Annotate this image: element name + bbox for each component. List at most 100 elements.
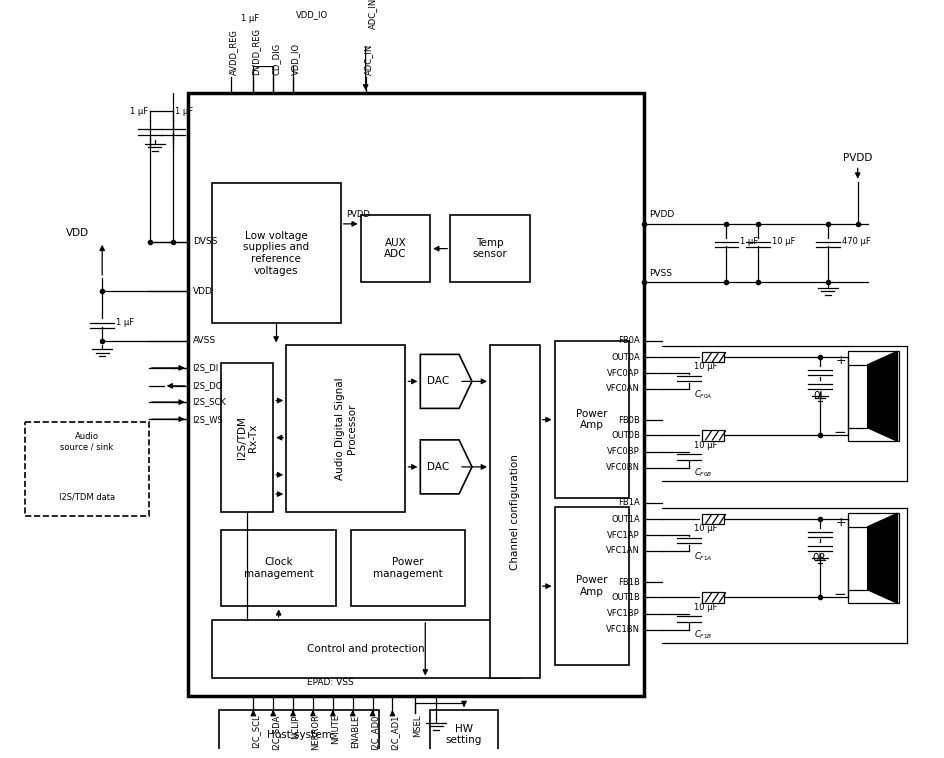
Text: +: +: [835, 515, 846, 529]
Text: I2S_DI: I2S_DI: [192, 363, 218, 372]
Text: I2C_SCL: I2C_SCL: [251, 714, 261, 748]
Text: I2S_DO: I2S_DO: [192, 381, 222, 390]
Text: 10 μF: 10 μF: [694, 525, 717, 534]
Bar: [848, 527, 868, 590]
Polygon shape: [420, 440, 472, 494]
Text: VDD_IO: VDD_IO: [296, 11, 329, 20]
Text: PVDD: PVDD: [346, 211, 370, 219]
Text: VFC0AP: VFC0AP: [607, 369, 640, 377]
Text: VFC1AN: VFC1AN: [606, 546, 640, 555]
Bar: [351, 530, 465, 606]
Text: −: −: [833, 424, 846, 440]
Text: FB1A: FB1A: [618, 499, 640, 507]
Text: VFC1BP: VFC1BP: [607, 609, 640, 618]
Text: I2S/TDM data: I2S/TDM data: [59, 492, 115, 501]
Text: Clock
management: Clock management: [244, 557, 313, 579]
Text: FB0B: FB0B: [618, 415, 640, 424]
Bar: [554, 507, 629, 665]
Text: OUT0B: OUT0B: [611, 431, 640, 440]
Text: $C_{F1A}$: $C_{F1A}$: [694, 550, 712, 562]
Bar: [188, 93, 644, 697]
Text: AUX
ADC: AUX ADC: [384, 238, 407, 259]
Bar: [701, 514, 723, 525]
Text: $C_{F0B}$: $C_{F0B}$: [694, 467, 713, 479]
Bar: [211, 183, 341, 323]
Bar: [848, 351, 900, 441]
Text: 470 μF: 470 μF: [842, 237, 870, 246]
Bar: [848, 513, 900, 603]
Text: NMUTE: NMUTE: [330, 714, 340, 744]
Text: $C_{F0A}$: $C_{F0A}$: [694, 388, 712, 401]
Bar: [701, 592, 723, 603]
Text: 1 μF: 1 μF: [175, 107, 193, 116]
Text: I2S_SCK: I2S_SCK: [192, 398, 226, 406]
Text: 1 μF: 1 μF: [116, 318, 134, 327]
Text: VFC1AP: VFC1AP: [607, 531, 640, 540]
Text: OUT1A: OUT1A: [612, 515, 640, 524]
Text: −: −: [833, 587, 846, 602]
Text: 0R: 0R: [812, 553, 826, 563]
Text: 0L: 0L: [814, 391, 826, 401]
Text: EPAD: VSS: EPAD: VSS: [307, 678, 354, 688]
Text: OUT0A: OUT0A: [612, 352, 640, 362]
Text: $C_{F1B}$: $C_{F1B}$: [694, 629, 713, 641]
Text: OUT1B: OUT1B: [611, 593, 640, 602]
Text: FB0A: FB0A: [618, 337, 640, 346]
Text: Power
Amp: Power Amp: [576, 575, 608, 597]
Text: VFC0BP: VFC0BP: [607, 447, 640, 456]
Polygon shape: [868, 513, 898, 603]
Text: DAC: DAC: [428, 377, 449, 387]
Bar: [220, 710, 379, 758]
Text: VFC0BN: VFC0BN: [606, 463, 640, 472]
Text: DVDD_REG: DVDD_REG: [251, 28, 261, 75]
Text: 10 μF: 10 μF: [694, 603, 717, 612]
Text: HW
setting: HW setting: [446, 724, 482, 745]
Bar: [361, 215, 430, 283]
Text: AVSS: AVSS: [193, 337, 216, 346]
Text: 1 μF: 1 μF: [241, 14, 260, 23]
Text: I2S/TDM
Rx-Tx: I2S/TDM Rx-Tx: [237, 416, 258, 459]
Bar: [430, 710, 497, 758]
Text: FB1B: FB1B: [618, 578, 640, 587]
Text: VDD: VDD: [66, 228, 89, 238]
Text: AVDD_REG: AVDD_REG: [229, 30, 239, 75]
Text: Low voltage
supplies and
reference
voltages: Low voltage supplies and reference volta…: [244, 230, 310, 275]
Text: DAC: DAC: [428, 462, 449, 472]
Polygon shape: [420, 355, 472, 409]
Bar: [848, 365, 868, 428]
Text: I2C_AD0: I2C_AD0: [371, 714, 379, 750]
Text: I2C_SDA: I2C_SDA: [271, 714, 280, 750]
Text: Host system: Host system: [266, 730, 331, 740]
Bar: [25, 422, 149, 516]
Text: ADC_IN: ADC_IN: [367, 0, 377, 29]
Text: DVSS: DVSS: [193, 237, 217, 246]
Bar: [211, 620, 520, 678]
Text: NERROR: NERROR: [311, 714, 320, 750]
Text: 10 μF: 10 μF: [694, 362, 717, 371]
Text: MSEL: MSEL: [413, 714, 422, 737]
Text: Power
Amp: Power Amp: [576, 409, 608, 431]
Text: Power
management: Power management: [373, 557, 443, 579]
Text: CD_DIG: CD_DIG: [271, 43, 280, 75]
Text: 1 μF: 1 μF: [129, 107, 148, 116]
Text: NCLIP: NCLIP: [291, 714, 300, 739]
Text: 1 μF: 1 μF: [740, 237, 759, 246]
Text: Control and protection: Control and protection: [307, 644, 425, 654]
Text: PVDD: PVDD: [843, 152, 872, 163]
Text: 10 μF: 10 μF: [772, 237, 796, 246]
Bar: [222, 363, 273, 512]
Bar: [450, 215, 530, 283]
Bar: [554, 341, 629, 499]
Text: Audio
source / sink: Audio source / sink: [60, 432, 113, 452]
Text: VDD: VDD: [193, 287, 212, 296]
Text: VDD_IO: VDD_IO: [291, 43, 300, 75]
Text: I2S_WS: I2S_WS: [192, 415, 223, 424]
Text: PVDD: PVDD: [649, 211, 674, 219]
Bar: [701, 352, 723, 362]
Text: 10 μF: 10 μF: [694, 441, 717, 449]
Text: ENABLE: ENABLE: [351, 714, 360, 747]
Text: VFC0AN: VFC0AN: [606, 384, 640, 393]
Text: VFC1BN: VFC1BN: [606, 625, 640, 634]
Text: I2C_AD1: I2C_AD1: [391, 714, 399, 750]
Text: Channel configuration: Channel configuration: [510, 454, 520, 570]
